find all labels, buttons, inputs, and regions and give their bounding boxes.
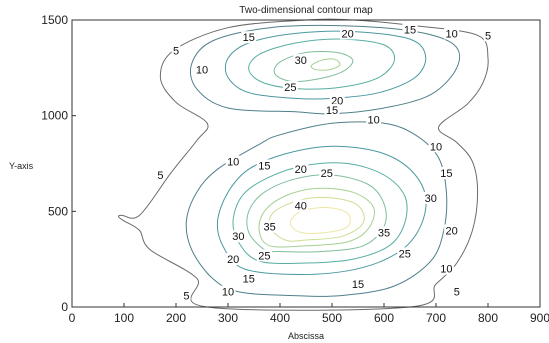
contour-label: 10 — [222, 287, 234, 299]
contour-label-background — [293, 199, 309, 212]
x-tick-label: 200 — [166, 311, 186, 325]
contour-label: 20 — [227, 254, 239, 266]
contour-label-background — [171, 44, 181, 57]
contour-label: 15 — [440, 168, 452, 180]
contour-label: 30 — [295, 55, 307, 67]
contour-label: 20 — [295, 164, 307, 176]
contour-label: 15 — [352, 279, 364, 291]
x-tick-label: 0 — [69, 311, 76, 325]
contour-label: 10 — [196, 65, 208, 77]
contour-label: 10 — [367, 114, 379, 126]
contour-line-level-20 — [248, 38, 396, 90]
contour-line-level-25 — [273, 50, 354, 83]
contour-label: 5 — [173, 46, 179, 58]
contour-label: 25 — [321, 168, 333, 180]
contour-label: 5 — [157, 170, 163, 182]
contour-line-level-30 — [310, 58, 341, 71]
contour-label-background — [156, 168, 165, 181]
contour-line-level-10 — [185, 121, 448, 297]
contour-label-background — [423, 191, 439, 204]
contour-line-level-25 — [246, 174, 387, 253]
x-axis-label: Abscissa — [288, 331, 324, 341]
contour-label-background — [293, 54, 309, 67]
x-tick-label: 500 — [322, 311, 342, 325]
contour-label: 25 — [258, 250, 270, 262]
contour-line-level-15 — [216, 145, 427, 276]
chart-title: Two-dimensional contour map — [239, 5, 373, 16]
contour-label: 15 — [326, 105, 338, 117]
contour-label: 30 — [232, 231, 244, 243]
contour-label: 20 — [341, 28, 353, 40]
x-tick-label: 900 — [530, 311, 549, 325]
contour-label: 25 — [284, 82, 296, 94]
contour-label: 20 — [445, 225, 457, 237]
contour-label: 5 — [183, 291, 189, 303]
contour-line-level-20 — [232, 162, 408, 264]
x-tick-label: 300 — [218, 311, 238, 325]
contour-label-background — [397, 247, 413, 260]
contour-label-background — [324, 103, 340, 116]
y-tick-label: 0 — [61, 300, 68, 314]
contour-label-background — [340, 27, 356, 40]
x-tick-label: 400 — [270, 311, 290, 325]
contour-label-background — [230, 230, 246, 243]
contour-label-background — [438, 262, 454, 275]
contour-label: 5 — [454, 287, 460, 299]
y-tick-label: 500 — [48, 204, 68, 218]
y-tick-label: 1500 — [41, 13, 68, 27]
contour-label-background — [220, 285, 236, 298]
contour-label: 35 — [378, 227, 390, 239]
contour-label: 10 — [440, 264, 452, 276]
x-tick-label: 700 — [426, 311, 446, 325]
contour-label: 25 — [399, 248, 411, 260]
contour-label-background — [319, 167, 335, 180]
y-tick-label: 1000 — [41, 109, 68, 123]
contour-label-background — [428, 140, 444, 153]
contour-label: 40 — [295, 201, 307, 213]
y-axis-label: Y-axis — [9, 161, 34, 171]
contour-label: 15 — [243, 32, 255, 44]
contour-label-background — [376, 226, 392, 239]
contour-label-background — [452, 285, 462, 298]
contour-label-background — [241, 31, 257, 44]
contour-line-level-30 — [258, 187, 375, 248]
plot-frame — [71, 19, 541, 308]
contour-label-background — [262, 220, 278, 233]
contour-line-level-35 — [268, 197, 365, 242]
contour-label-background — [438, 167, 454, 180]
contour-label-background — [293, 163, 309, 176]
contour-label-background — [444, 27, 460, 40]
contour-label-background — [329, 94, 345, 107]
contour-label: 15 — [243, 273, 255, 285]
contour-label-background — [241, 272, 257, 285]
x-tick-label: 800 — [478, 311, 498, 325]
contour-label: 35 — [263, 222, 275, 234]
contour-label: 10 — [445, 28, 457, 40]
contour-label-background — [225, 253, 241, 266]
contour-line-level-10 — [189, 24, 461, 115]
contour-label-background — [366, 113, 382, 126]
contour-label-background — [402, 23, 418, 36]
x-tick-label: 100 — [114, 311, 134, 325]
contour-label-background — [225, 155, 241, 168]
contour-line-level-5 — [118, 18, 489, 311]
contour-label: 30 — [425, 193, 437, 205]
x-tick-label: 600 — [374, 311, 394, 325]
contour-label-background — [282, 80, 298, 93]
contour-label-background — [194, 63, 210, 76]
contour-line-level-40 — [289, 206, 351, 234]
contour-label: 15 — [404, 25, 416, 37]
contour-label: 10 — [227, 157, 239, 169]
contour-label: 10 — [430, 141, 442, 153]
contour-label-background — [444, 224, 460, 237]
contour-label: 15 — [258, 160, 270, 172]
contour-label: 5 — [485, 30, 491, 42]
contour-label-background — [256, 159, 272, 172]
contour-label-background — [483, 29, 493, 42]
contour-label-background — [182, 289, 191, 302]
contour-label-background — [256, 249, 272, 262]
contour-label-background — [350, 278, 366, 291]
